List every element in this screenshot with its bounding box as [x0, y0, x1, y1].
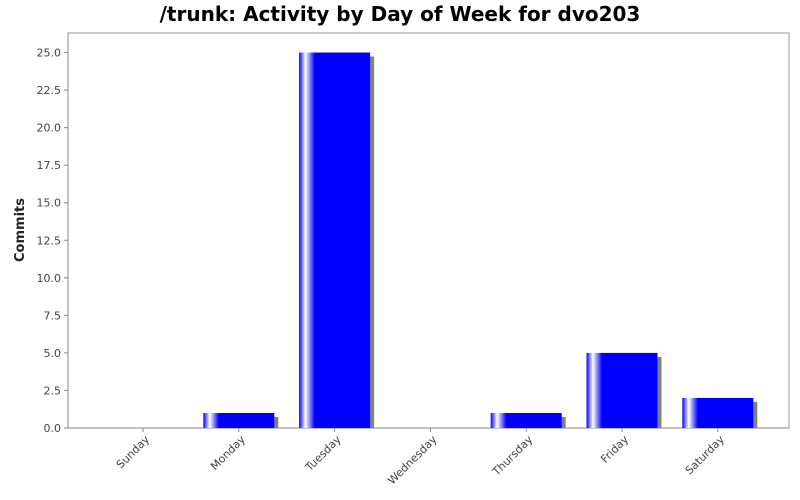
x-tick-label: Friday: [598, 433, 631, 466]
bar-tuesday: [299, 52, 371, 428]
y-axis: 0.0 2.5 5.0 7.5 10.0 12.5 15.0 17.5 20.0 22.5 25.0: [37, 33, 69, 435]
y-tick-label: 2.5: [44, 384, 62, 397]
y-tick-label: 5.0: [44, 347, 62, 360]
chart-title: /trunk: Activity by Day of Week for dvo2…: [159, 2, 641, 26]
x-tick-label: Wednesday: [385, 433, 440, 488]
x-axis: Sunday Monday Tuesday Wednesday Thursday Frid…: [68, 427, 789, 488]
x-tick-label: Tuesday: [302, 433, 344, 475]
y-tick-label: 7.5: [44, 309, 62, 322]
y-tick-label: 22.5: [37, 84, 62, 97]
y-axis-label: Commits: [13, 198, 28, 262]
bar-monday: [203, 412, 275, 428]
y-tick-label: 20.0: [37, 122, 62, 135]
x-tick-label: Thursday: [489, 433, 535, 479]
plot-area: [67, 32, 790, 429]
y-tick-label: 15.0: [37, 197, 62, 210]
y-tick-label: 25.0: [37, 47, 62, 60]
x-tick-label: Sunday: [114, 433, 153, 472]
y-tick-label: 12.5: [37, 234, 62, 247]
bar-saturday: [682, 397, 754, 428]
bar-thursday: [490, 412, 562, 428]
x-tick-label: Saturday: [683, 433, 728, 478]
bars: [203, 52, 758, 428]
y-tick-label: 17.5: [37, 159, 62, 172]
y-tick-label: 10.0: [37, 272, 62, 285]
bar-friday: [586, 352, 658, 428]
y-tick-label: 0.0: [44, 422, 62, 435]
x-tick-label: Monday: [208, 433, 248, 473]
